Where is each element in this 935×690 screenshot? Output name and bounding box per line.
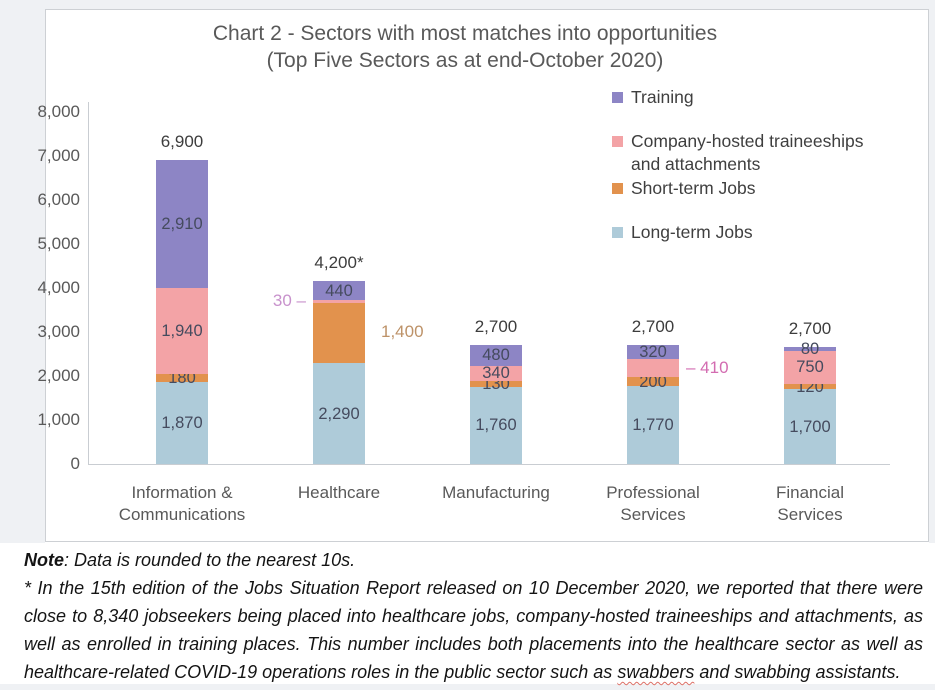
legend-label-short-term: Short-term Jobs [631, 178, 756, 198]
chart-title: Chart 2 - Sectors with most matches into… [212, 22, 718, 45]
note-rest: : Data is rounded to the nearest 10s. [64, 550, 356, 570]
legend-label-training: Training [631, 87, 694, 107]
legend-label-long-term: Long-term Jobs [631, 222, 753, 242]
legend-label-company-hosted: Company-hosted traineeships and attachme… [631, 131, 864, 174]
footnote-paragraph: * In the 15th edition of the Jobs Situat… [24, 574, 923, 686]
background-strip-left [0, 0, 45, 543]
legend-swatch-company-hosted-icon [612, 136, 623, 147]
legend-item-training: Training [612, 86, 924, 109]
legend-swatch-short-term-icon [612, 183, 623, 194]
legend-item-company-hosted: Company-hosted traineeships and attachme… [612, 130, 924, 176]
background-strip-top [0, 0, 935, 9]
note-line: Note: Data is rounded to the nearest 10s… [24, 546, 923, 574]
footnote-part2: and swabbing assistants. [694, 662, 901, 682]
chart-legend: Training Company-hosted traineeships and… [612, 86, 924, 265]
note-text: Note: Data is rounded to the nearest 10s… [24, 546, 923, 686]
background-strip-bottom [0, 684, 935, 690]
legend-item-short-term: Short-term Jobs [612, 177, 924, 200]
legend-swatch-training-icon [612, 92, 623, 103]
legend-swatch-long-term-icon [612, 227, 623, 238]
background-strip-right [929, 0, 935, 543]
legend-item-long-term: Long-term Jobs [612, 221, 924, 244]
footnote-part1: * In the 15th edition of the Jobs Situat… [24, 578, 923, 682]
chart-subtitle: (Top Five Sectors as at end-October 2020… [266, 49, 664, 72]
footnote-swabbers: swabbers [617, 662, 695, 682]
note-label: Note [24, 550, 64, 570]
